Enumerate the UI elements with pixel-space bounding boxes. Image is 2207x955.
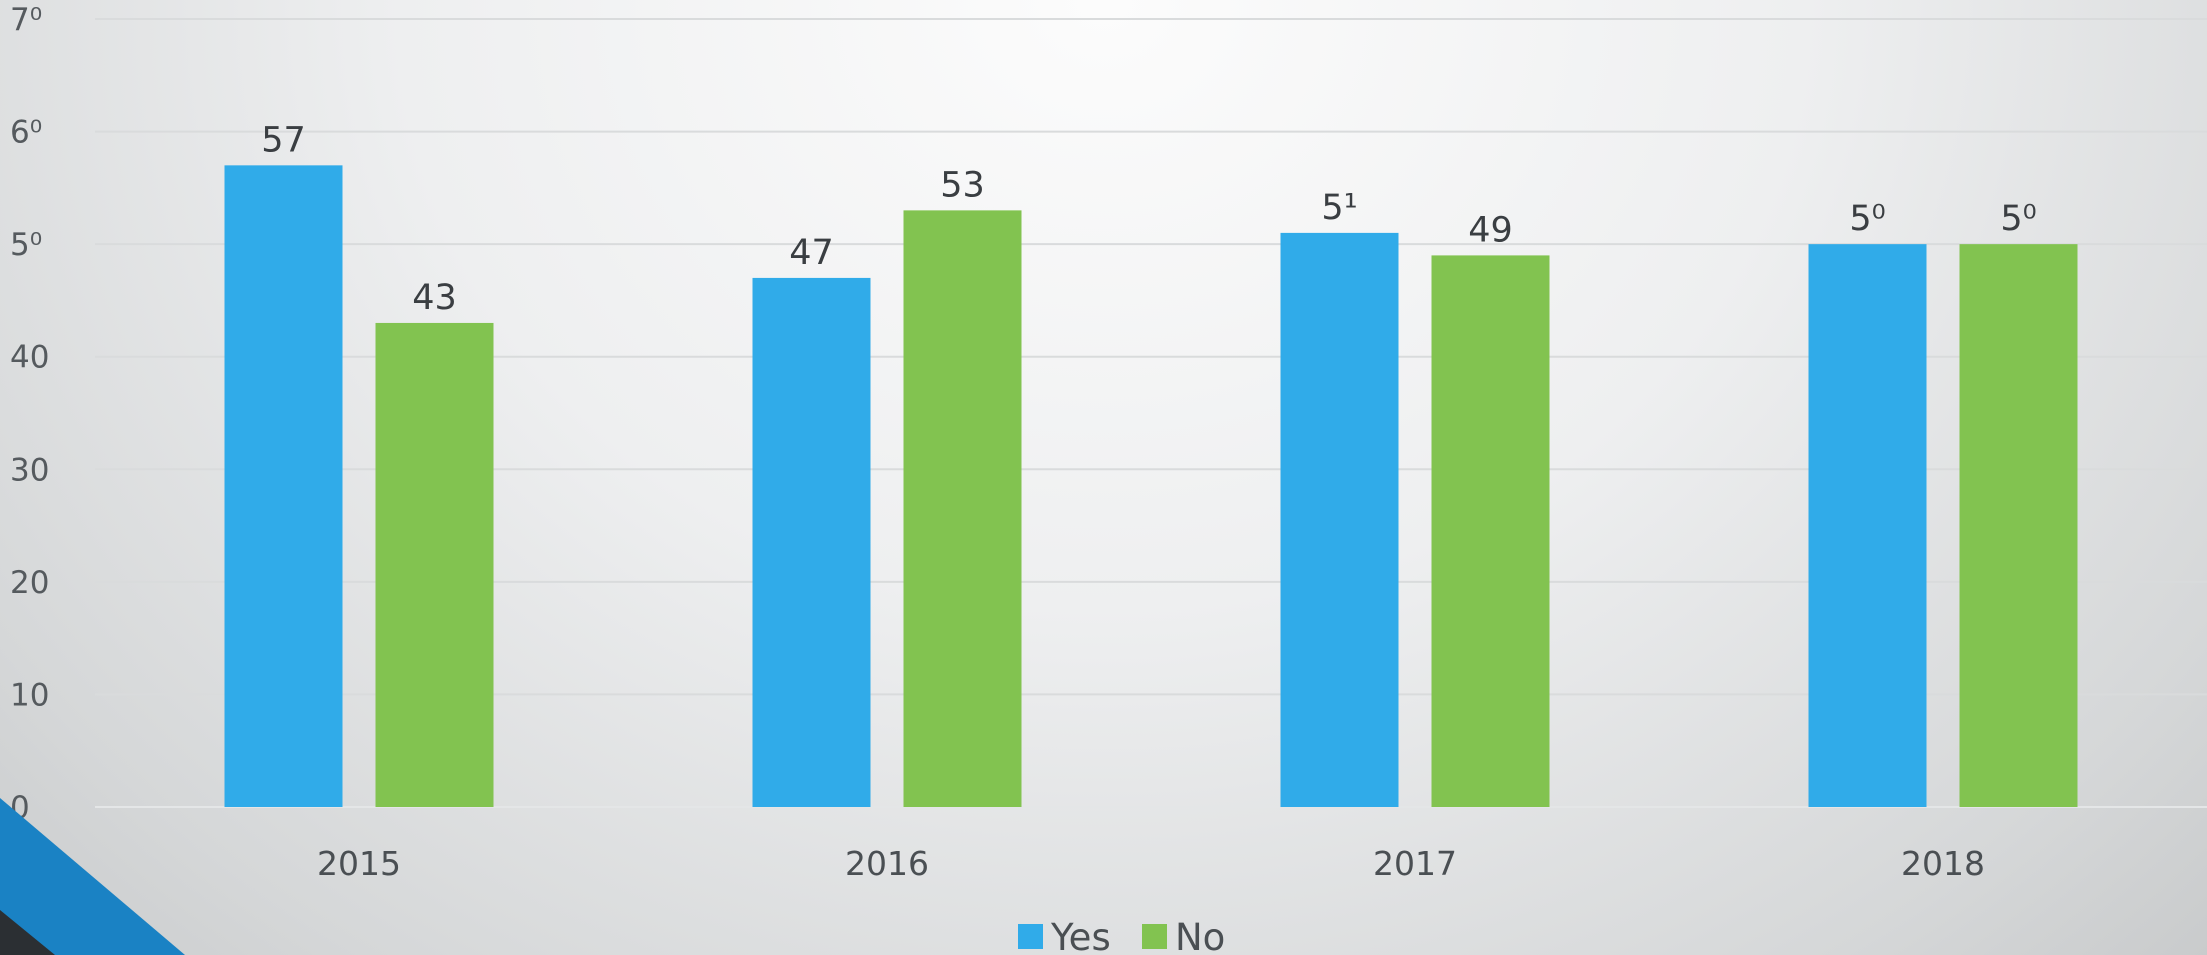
legend: Yes No xyxy=(1018,916,1225,955)
bar-yes-2016 xyxy=(752,277,871,807)
x-tick-label: 2018 xyxy=(1901,844,1985,883)
y-tick-label: 10 xyxy=(10,677,49,713)
legend-label-no: No xyxy=(1175,916,1225,955)
y-tick-label: 20 xyxy=(10,565,49,601)
x-tick-label: 2015 xyxy=(317,844,401,883)
corner-dark-shape xyxy=(0,910,55,955)
y-tick-label: 7⁰ xyxy=(10,2,42,38)
bar-no-2015 xyxy=(375,322,494,807)
data-labels: 57 43 47 53 5¹ 49 5⁰ 5⁰ xyxy=(261,120,2036,318)
data-label: 53 xyxy=(940,165,985,205)
y-tick-label: 40 xyxy=(10,340,49,376)
y-tick-label: 6⁰ xyxy=(10,115,42,151)
legend-swatch-no xyxy=(1142,924,1167,949)
bar-yes-2018 xyxy=(1808,244,1927,808)
data-label: 57 xyxy=(261,120,306,160)
x-tick-label: 2017 xyxy=(1373,844,1457,883)
bars xyxy=(224,165,2078,808)
y-tick-label: 30 xyxy=(10,452,49,488)
data-label: 5⁰ xyxy=(2000,199,2036,239)
corner-decoration xyxy=(0,798,185,955)
bar-no-2018 xyxy=(1959,244,2078,808)
y-tick-label: 5⁰ xyxy=(10,227,42,263)
data-label: 5⁰ xyxy=(1849,199,1885,239)
data-label: 47 xyxy=(789,233,834,273)
legend-swatch-yes xyxy=(1018,924,1043,949)
bar-no-2016 xyxy=(903,210,1022,807)
legend-label-yes: Yes xyxy=(1050,916,1111,955)
x-axis: 2015 2016 2017 2018 xyxy=(317,844,1985,883)
corner-blue-shape xyxy=(0,798,185,955)
data-label: 43 xyxy=(412,278,457,318)
bar-yes-2015 xyxy=(224,165,343,808)
bar-no-2017 xyxy=(1431,255,1550,807)
data-label: 5¹ xyxy=(1321,188,1357,228)
data-label: 49 xyxy=(1468,210,1513,250)
bar-yes-2017 xyxy=(1280,232,1399,807)
x-tick-label: 2016 xyxy=(845,844,929,883)
